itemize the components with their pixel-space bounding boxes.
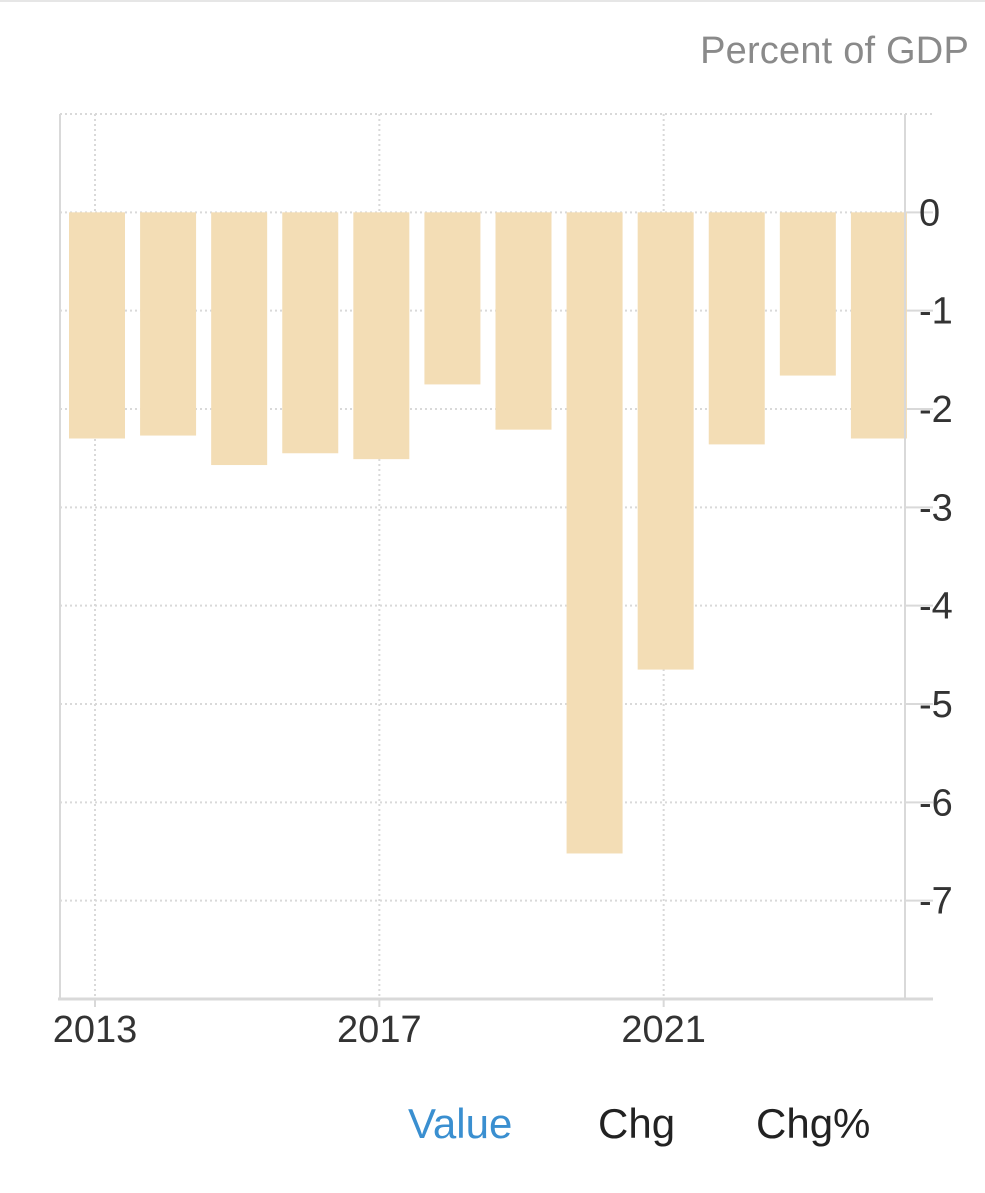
bar-2013 bbox=[69, 212, 125, 439]
bar-2020 bbox=[566, 212, 623, 854]
y-tick-labels: 0 -1 -2 -3 -4 -5 -6 -7 bbox=[919, 192, 953, 922]
bar-2019 bbox=[495, 212, 552, 430]
y-tick-label: -7 bbox=[919, 881, 953, 923]
x-tick-label: 2013 bbox=[53, 1009, 138, 1051]
tab-value[interactable]: Value bbox=[408, 1100, 513, 1147]
y-tick-label: -6 bbox=[919, 782, 953, 824]
y-tick-label: -4 bbox=[919, 586, 953, 628]
bar-2018 bbox=[424, 212, 481, 385]
bar-chart: 0 -1 -2 -3 -4 -5 -6 -7 2013 2017 2021 bbox=[53, 113, 953, 1051]
axes bbox=[58, 114, 933, 1001]
view-tabs: Value Chg Chg% bbox=[0, 1100, 985, 1160]
bar-2016 bbox=[282, 212, 339, 454]
x-tick-label: 2017 bbox=[337, 1009, 422, 1051]
bar-2024 bbox=[850, 212, 907, 439]
x-tick-label: 2021 bbox=[621, 1009, 706, 1051]
y-tick-label: -1 bbox=[919, 291, 953, 333]
bars bbox=[69, 212, 907, 854]
unit-label: Percent of GDP bbox=[700, 30, 969, 72]
bar-2023 bbox=[779, 212, 836, 376]
bar-2014 bbox=[140, 212, 197, 436]
bar-2017 bbox=[353, 212, 410, 460]
y-tick-label: -3 bbox=[919, 487, 953, 529]
x-tick-labels: 2013 2017 2021 bbox=[53, 999, 706, 1051]
bar-2022 bbox=[708, 212, 765, 445]
y-tick-label: -5 bbox=[919, 684, 953, 726]
y-tick-label: -2 bbox=[919, 389, 953, 431]
bar-2015 bbox=[211, 212, 268, 466]
top-divider bbox=[0, 0, 985, 2]
tab-chg[interactable]: Chg bbox=[598, 1100, 676, 1147]
y-tick-label: 0 bbox=[919, 192, 940, 234]
bar-2021 bbox=[637, 212, 694, 670]
tab-chg-percent[interactable]: Chg% bbox=[756, 1100, 871, 1147]
grid-lines bbox=[60, 113, 933, 999]
